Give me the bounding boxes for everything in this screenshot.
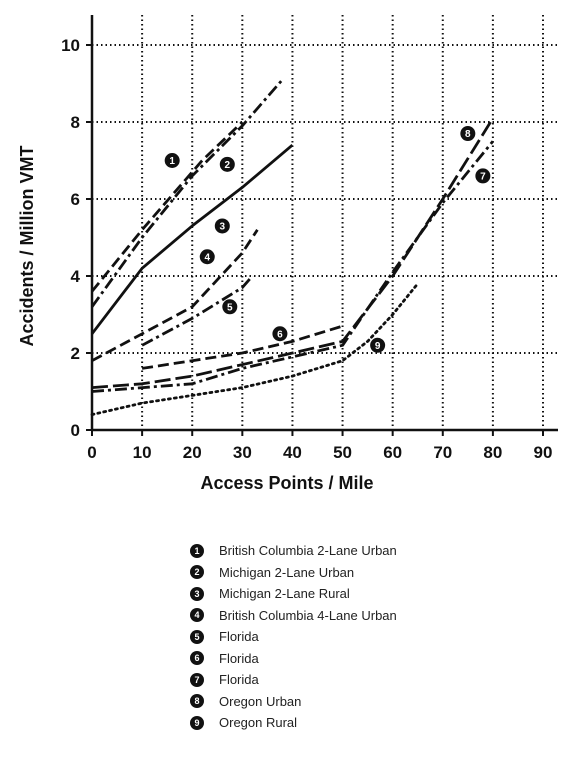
series-line-6 — [141, 324, 344, 370]
legend-label: Michigan 2-Lane Rural — [219, 586, 350, 602]
series-line-4 — [91, 229, 259, 362]
legend-item-8: 8 Oregon Urban — [190, 691, 397, 713]
marker-label: 6 — [277, 329, 283, 340]
marker-label: 5 — [227, 302, 233, 313]
y-tick-label: 6 — [71, 190, 80, 209]
legend-label: Michigan 2-Lane Urban — [219, 564, 355, 580]
legend-item-1: 1 British Columbia 2-Lane Urban — [190, 540, 397, 562]
y-axis-title: Accidents / Million VMT — [17, 145, 37, 346]
series-marker-8: 8 — [460, 126, 476, 142]
legend-label: Florida — [219, 650, 259, 666]
series-line-2 — [90, 78, 284, 308]
x-tick-label: 70 — [433, 443, 452, 462]
series-marker-2: 2 — [219, 156, 235, 172]
marker-2-icon: 2 — [190, 565, 204, 580]
series-marker-4: 4 — [199, 249, 215, 265]
marker-9-icon — [370, 337, 386, 353]
y-tick-label: 4 — [71, 267, 81, 286]
legend-label: Florida — [219, 629, 259, 645]
marker-label: 3 — [220, 221, 226, 232]
legend-item-9: 9 Oregon Rural — [190, 712, 397, 734]
x-tick-label: 80 — [483, 443, 502, 462]
marker-2-icon — [219, 156, 235, 172]
axes: 0 10 20 30 40 50 60 70 80 90 0 2 4 6 8 10 — [61, 15, 558, 462]
series-marker-6: 6 — [272, 326, 288, 342]
series-marker-1: 1 — [164, 153, 180, 168]
marker-6-icon — [272, 326, 288, 342]
marker-4-icon: 4 — [190, 608, 204, 623]
x-axis-title: Access Points / Mile — [200, 473, 373, 493]
marker-7-icon — [475, 168, 491, 184]
y-tick-label: 10 — [61, 36, 80, 55]
series-lines — [90, 78, 495, 416]
x-tick-label: 60 — [383, 443, 402, 462]
legend-item-6: 6 Florida — [190, 648, 397, 670]
marker-1-icon: 1 — [190, 543, 204, 558]
legend-label: Oregon Rural — [219, 715, 298, 731]
legend: 1 British Columbia 2-Lane Urban 2 Michig… — [190, 540, 397, 734]
legend-label: British Columbia 2-Lane Urban — [219, 543, 397, 559]
x-tick-label: 40 — [283, 443, 302, 462]
series-marker-3: 3 — [214, 218, 230, 234]
legend-item-5: 5 Florida — [190, 626, 397, 648]
legend-item-2: 2 Michigan 2-Lane Urban — [190, 562, 397, 584]
marker-label: 9 — [375, 341, 381, 352]
marker-label: 4 — [204, 252, 210, 263]
legend-label: Oregon Urban — [219, 693, 302, 709]
marker-label: 7 — [480, 171, 486, 182]
marker-label: 1 — [169, 156, 175, 167]
x-tick-label: 0 — [87, 443, 96, 462]
series-line-9 — [90, 282, 420, 416]
series-marker-9: 9 — [370, 337, 386, 353]
x-tick-label: 10 — [133, 443, 152, 462]
y-tick-label: 0 — [71, 421, 80, 440]
marker-label: 8 — [465, 129, 471, 140]
series-marker-5: 5 — [222, 299, 238, 315]
x-tick-label: 50 — [333, 443, 352, 462]
series-line-8 — [91, 117, 495, 389]
grid — [92, 15, 558, 430]
series-marker-7: 7 — [475, 168, 491, 184]
marker-3-icon — [214, 218, 230, 234]
legend-item-4: 4 British Columbia 4-Lane Urban — [190, 605, 397, 627]
legend-item-7: 7 Florida — [190, 669, 397, 691]
marker-8-icon: 8 — [190, 694, 204, 709]
series-markers: 1 2 3 4 5 6 7 8 9 — [164, 126, 491, 353]
marker-5-icon — [222, 299, 238, 315]
series-line-1 — [90, 120, 244, 293]
marker-6-icon: 6 — [190, 651, 204, 666]
y-tick-label: 8 — [71, 113, 80, 132]
marker-8-icon — [460, 126, 476, 142]
marker-1-icon — [164, 153, 180, 168]
marker-7-icon: 7 — [190, 672, 204, 687]
marker-4-icon — [199, 249, 215, 265]
marker-label: 2 — [225, 160, 231, 171]
marker-3-icon: 3 — [190, 586, 204, 601]
series-line-3 — [90, 144, 294, 335]
legend-label: Florida — [219, 672, 259, 688]
x-tick-label: 20 — [183, 443, 202, 462]
y-tick-label: 2 — [71, 344, 80, 363]
x-tick-label: 90 — [534, 443, 553, 462]
x-tick-label: 30 — [233, 443, 252, 462]
marker-5-icon: 5 — [190, 629, 204, 644]
legend-item-3: 3 Michigan 2-Lane Rural — [190, 583, 397, 605]
legend-label: British Columbia 4-Lane Urban — [219, 607, 397, 623]
series-line-5 — [141, 275, 254, 347]
marker-9-icon: 9 — [190, 715, 204, 730]
